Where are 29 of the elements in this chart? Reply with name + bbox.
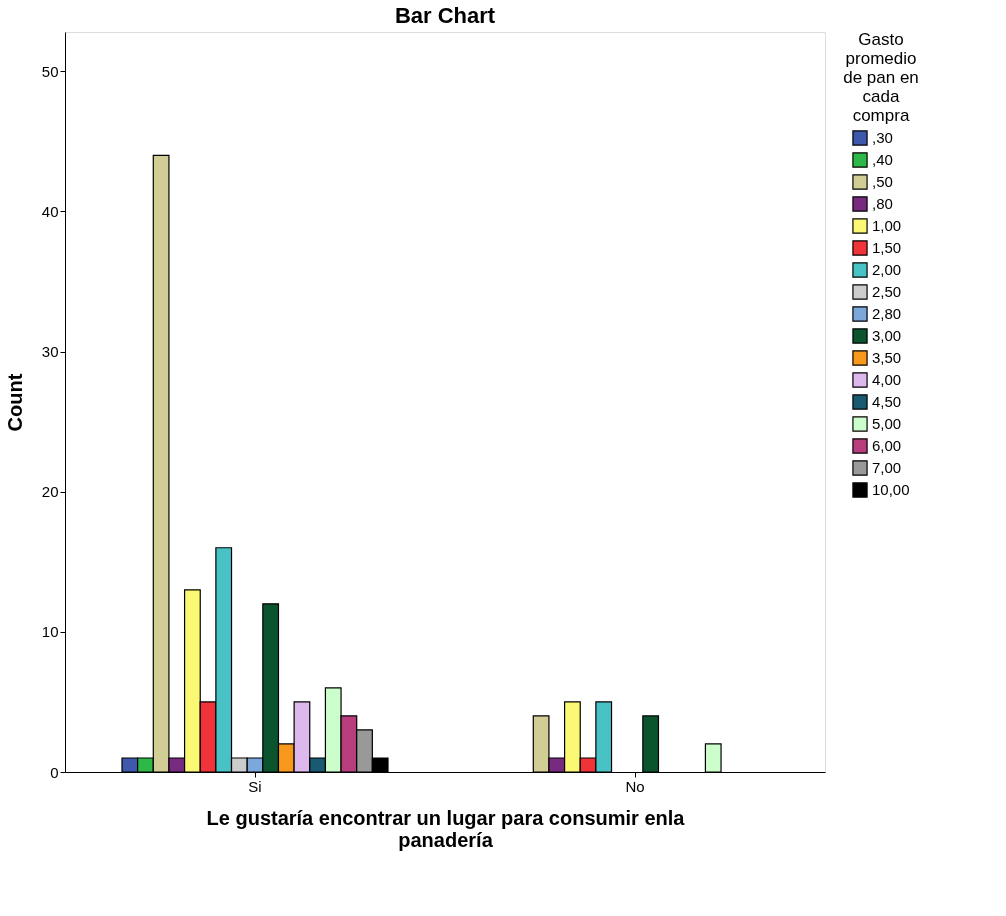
legend-label: ,80 bbox=[872, 195, 893, 212]
y-tick-label: 40 bbox=[41, 202, 59, 220]
y-tick-label: 30 bbox=[41, 343, 59, 361]
legend-label: 7,00 bbox=[872, 459, 902, 476]
legend-label: ,40 bbox=[872, 151, 893, 168]
legend-label: 3,50 bbox=[872, 349, 902, 366]
y-axis-title: Count bbox=[3, 373, 26, 432]
y-tick-label: 50 bbox=[41, 62, 59, 80]
y-tick-label: 0 bbox=[50, 763, 59, 781]
legend-label: ,30 bbox=[872, 129, 893, 146]
legend-label: 2,00 bbox=[872, 261, 902, 278]
legend-label: 1,50 bbox=[872, 239, 902, 256]
x-tick-label: No bbox=[625, 777, 645, 795]
legend-label: 3,00 bbox=[872, 327, 902, 344]
legend-label: 1,00 bbox=[872, 217, 902, 234]
chart-title: Bar Chart bbox=[394, 3, 496, 28]
legend-label: 10,00 bbox=[872, 481, 910, 498]
x-tick-label: Si bbox=[248, 777, 262, 795]
legend-label: 4,50 bbox=[872, 393, 902, 410]
x-axis-title: Le gustaría encontrar un lugar para consumir enla panadería bbox=[206, 806, 686, 851]
legend-label: ,50 bbox=[872, 173, 893, 190]
legend-label: 6,00 bbox=[872, 437, 902, 454]
legend-title: Gasto promedio de pan en cada compra bbox=[843, 30, 919, 125]
y-tick-label: 20 bbox=[41, 483, 59, 501]
legend-label: 2,80 bbox=[872, 305, 902, 322]
y-tick-label: 10 bbox=[41, 623, 59, 641]
legend-label: 4,00 bbox=[872, 371, 902, 388]
legend-label: 5,00 bbox=[872, 415, 902, 432]
legend-label: 2,50 bbox=[872, 283, 902, 300]
